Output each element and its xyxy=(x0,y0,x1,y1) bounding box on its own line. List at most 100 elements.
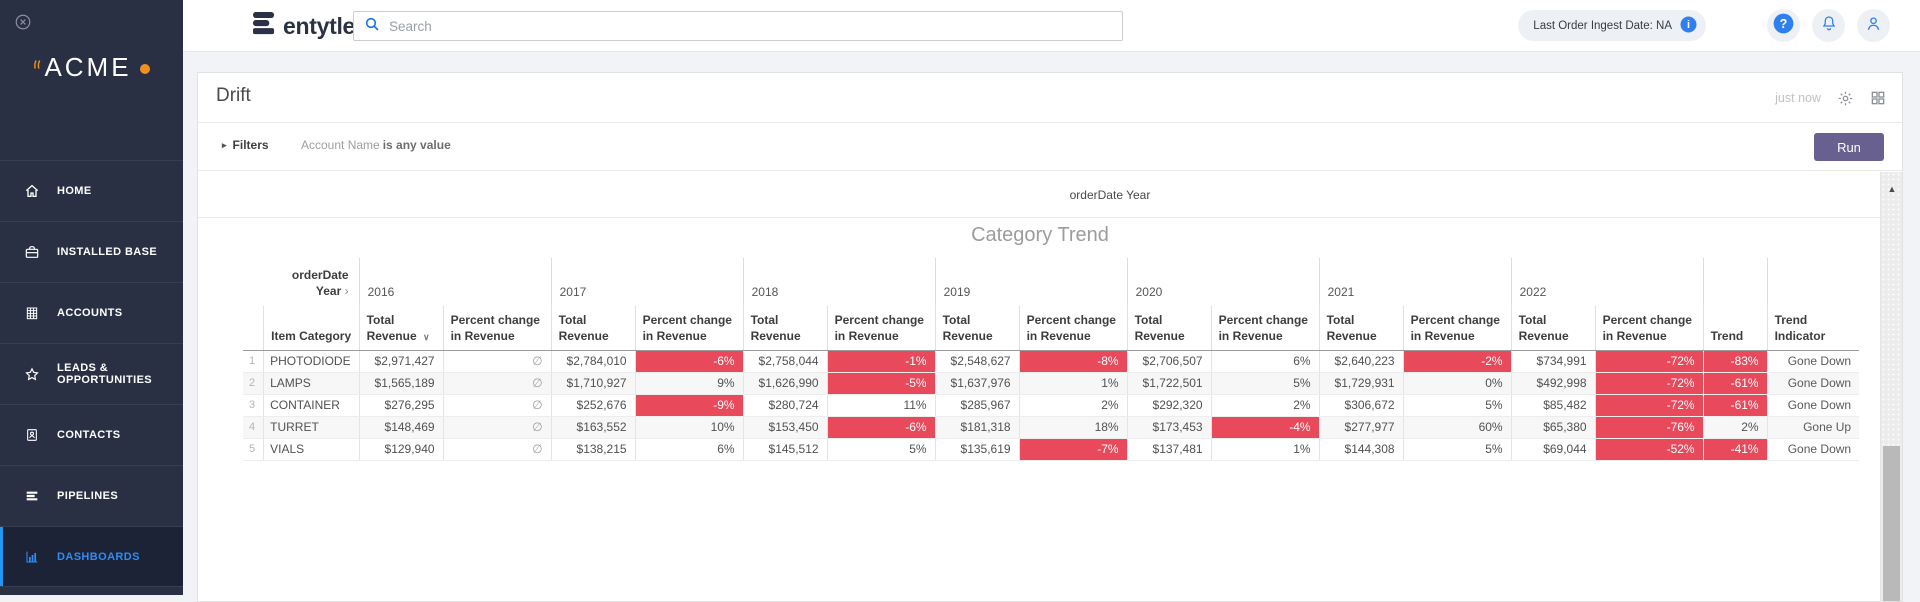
column-header-pct-change-2018[interactable]: Percent change in Revenue xyxy=(826,306,936,351)
trend-cell: -61% xyxy=(1702,394,1768,417)
sidebar-item-accounts[interactable]: ACCOUNTS xyxy=(0,282,183,343)
notifications-button[interactable] xyxy=(1812,9,1845,42)
column-header-total-revenue-2018[interactable]: Total Revenue xyxy=(742,306,828,351)
search-input[interactable] xyxy=(389,18,1112,34)
year-header-2017[interactable]: 2017 xyxy=(550,258,744,306)
user-profile-button[interactable] xyxy=(1857,9,1890,42)
column-header-pct-change-2016[interactable]: Percent change in Revenue xyxy=(442,306,552,351)
total-revenue-2021: $306,672 xyxy=(1318,394,1404,417)
help-button[interactable]: ? xyxy=(1767,9,1800,42)
row-number: 4 xyxy=(243,416,264,439)
filters-toggle[interactable]: ▸ Filters xyxy=(222,138,269,152)
column-header-total-revenue-2022[interactable]: Total Revenue xyxy=(1510,306,1596,351)
column-header-total-revenue-2021[interactable]: Total Revenue xyxy=(1318,306,1404,351)
pct-change-2017: 9% xyxy=(634,372,744,395)
pct-change-2020: 1% xyxy=(1210,438,1320,461)
table-row-vials: 5 VIALS $129,940 ∅ $138,215 6% $145,512 5% $135,… xyxy=(243,438,1860,461)
vis-title: Category Trend xyxy=(971,224,1109,246)
pct-change-2016: ∅ xyxy=(442,350,552,373)
table-row-photodiode: 1 PHOTODIODE $2,971,427 ∅ $2,784,010 -6% $2,75… xyxy=(243,350,1860,373)
run-button[interactable]: Run xyxy=(1814,133,1884,161)
dashboard-grid-icon[interactable] xyxy=(1870,90,1886,106)
pct-change-2019: -7% xyxy=(1018,438,1128,461)
trend-cell: -61% xyxy=(1702,372,1768,395)
total-revenue-2022: $65,380 xyxy=(1510,416,1596,439)
total-revenue-2019: $285,967 xyxy=(934,394,1020,417)
pct-change-2019: 18% xyxy=(1018,416,1128,439)
pct-change-2017: -9% xyxy=(634,394,744,417)
sidebar-item-installed-base[interactable]: INSTALLED BASE xyxy=(0,221,183,282)
column-header-trend-indicator[interactable]: Trend Indicator xyxy=(1766,306,1860,351)
item-category-cell: TURRET xyxy=(263,416,360,439)
column-header-total-revenue-2019[interactable]: Total Revenue xyxy=(934,306,1020,351)
total-revenue-2021: $1,729,931 xyxy=(1318,372,1404,395)
pct-change-2020: -4% xyxy=(1210,416,1320,439)
total-revenue-2019: $135,619 xyxy=(934,438,1020,461)
total-revenue-2022: $85,482 xyxy=(1510,394,1596,417)
sidebar: ACME HOME INSTALLED BASE ACCOUNTS LEADS & O… xyxy=(0,0,183,595)
sidebar-item-label: CONTACTS xyxy=(57,429,121,441)
bell-icon xyxy=(1820,14,1838,37)
column-header-pct-change-2017[interactable]: Percent change in Revenue xyxy=(634,306,744,351)
column-header-item-category[interactable]: Item Category xyxy=(263,306,360,351)
table-head: orderDate Year › 2016 2017 2018 2019 2020 2021 2… xyxy=(243,258,1860,351)
column-header-total-revenue-2017[interactable]: Total Revenue xyxy=(550,306,636,351)
pct-change-2018: -6% xyxy=(826,416,936,439)
trend-indicator-cell: Gone Down xyxy=(1766,394,1860,417)
pct-change-2018: -1% xyxy=(826,350,936,373)
row-number: 1 xyxy=(243,350,264,373)
year-header-2016[interactable]: 2016 xyxy=(358,258,552,306)
visualization-area: orderDate Year Category Trend orderDate Y… xyxy=(198,172,1902,601)
total-revenue-2019: $2,548,627 xyxy=(934,350,1020,373)
column-header-total-revenue-2020[interactable]: Total Revenue xyxy=(1126,306,1212,351)
year-header-2018[interactable]: 2018 xyxy=(742,258,936,306)
pct-change-2019: 1% xyxy=(1018,372,1128,395)
sidebar-item-pipelines[interactable]: PIPELINES xyxy=(0,465,183,526)
pivot-header[interactable]: orderDate Year › xyxy=(291,267,349,298)
column-header-pct-change-2019[interactable]: Percent change in Revenue xyxy=(1018,306,1128,351)
acme-logo-mark-icon xyxy=(33,46,42,76)
total-revenue-2020: $1,722,501 xyxy=(1126,372,1212,395)
table-body: 1 PHOTODIODE $2,971,427 ∅ $2,784,010 -6% $2,75… xyxy=(243,350,1860,461)
pct-change-2021: 5% xyxy=(1402,438,1512,461)
sidebar-item-contacts[interactable]: CONTACTS xyxy=(0,404,183,465)
sidebar-item-dashboards[interactable]: DASHBOARDS xyxy=(0,526,183,587)
category-trend-table: orderDate Year › 2016 2017 2018 2019 2020 2021 2… xyxy=(243,258,1860,461)
column-header-pct-change-2022[interactable]: Percent change in Revenue xyxy=(1594,306,1704,351)
pct-change-2016: ∅ xyxy=(442,416,552,439)
row-number-header[interactable] xyxy=(243,306,264,351)
column-header-total-revenue-2016[interactable]: Total Revenue ∨ xyxy=(358,306,444,351)
item-category-cell: LAMPS xyxy=(263,372,360,395)
installed-base-icon xyxy=(24,244,40,260)
row-number: 3 xyxy=(243,394,264,417)
home-icon xyxy=(24,183,40,199)
column-header-pct-change-2020[interactable]: Percent change in Revenue xyxy=(1210,306,1320,351)
info-icon[interactable]: i xyxy=(1680,16,1697,36)
trend-cell: -41% xyxy=(1702,438,1768,461)
trend-indicator-cell: Gone Down xyxy=(1766,438,1860,461)
brand-text: entytle xyxy=(283,12,356,39)
year-header-2020[interactable]: 2020 xyxy=(1126,258,1320,306)
gear-icon[interactable] xyxy=(1837,90,1854,107)
total-revenue-2019: $181,318 xyxy=(934,416,1020,439)
sidebar-item-leads-opportunities[interactable]: LEADS & OPPORTUNITIES xyxy=(0,343,183,404)
sidebar-item-home[interactable]: HOME xyxy=(0,160,183,221)
sidebar-item-label: LEADS & OPPORTUNITIES xyxy=(57,362,153,386)
sidebar-item-label: ACCOUNTS xyxy=(57,307,123,319)
year-header-2019[interactable]: 2019 xyxy=(934,258,1128,306)
scrollbar-thumb[interactable] xyxy=(1883,446,1900,601)
search-icon xyxy=(364,16,380,37)
column-header-pct-change-2021[interactable]: Percent change in Revenue xyxy=(1402,306,1512,351)
sidebar-item-label: DASHBOARDS xyxy=(57,550,140,563)
pct-change-2021: 5% xyxy=(1402,394,1512,417)
pct-change-2022: -76% xyxy=(1594,416,1704,439)
year-header-2021[interactable]: 2021 xyxy=(1318,258,1512,306)
total-revenue-2017: $163,552 xyxy=(550,416,636,439)
year-header-2022[interactable]: 2022 xyxy=(1510,258,1704,306)
total-revenue-2016: $276,295 xyxy=(358,394,444,417)
vertical-scrollbar[interactable]: ▲ xyxy=(1880,172,1902,601)
close-sidebar-icon[interactable] xyxy=(14,13,32,36)
pct-change-2021: 0% xyxy=(1402,372,1512,395)
scroll-up-icon[interactable]: ▲ xyxy=(1887,184,1897,194)
column-header-trend[interactable]: Trend xyxy=(1702,306,1768,351)
